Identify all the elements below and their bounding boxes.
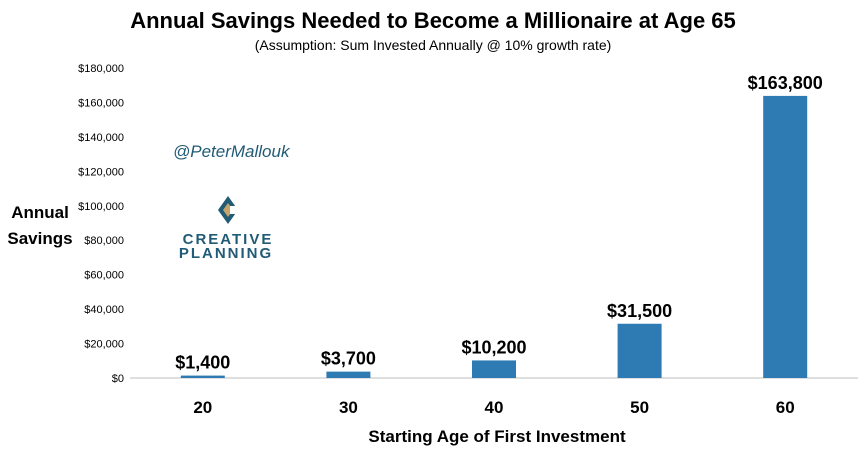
chart-title: Annual Savings Needed to Become a Millio… — [130, 8, 736, 33]
bar — [180, 375, 225, 378]
data-label: $31,500 — [607, 301, 672, 321]
data-label: $3,700 — [321, 349, 376, 369]
x-tick-label: 60 — [776, 398, 795, 417]
x-axis-ticks: 20 30 40 50 60 — [193, 398, 794, 417]
y-tick-label: $160,000 — [78, 97, 124, 109]
y-axis-title-line2: Savings — [7, 229, 72, 248]
x-tick-label: 30 — [339, 398, 358, 417]
data-label: $10,200 — [461, 337, 526, 357]
logo-text-line1: CREATIVE — [183, 231, 274, 248]
x-tick-label: 50 — [630, 398, 649, 417]
bar — [472, 360, 516, 378]
y-tick-label: $80,000 — [84, 235, 124, 247]
bar — [763, 95, 808, 379]
data-labels: $1,400 $3,700 $10,200 $31,500 $163,800 — [175, 73, 822, 373]
creative-planning-logo: CREATIVE PLANNING — [179, 196, 274, 262]
data-label: $1,400 — [175, 353, 230, 373]
data-label: $163,800 — [748, 73, 823, 93]
bars — [180, 95, 808, 379]
y-tick-label: $60,000 — [84, 270, 124, 282]
y-tick-label: $140,000 — [78, 132, 124, 144]
logo-mark-cut — [230, 206, 240, 214]
x-tick-label: 40 — [485, 398, 504, 417]
y-tick-label: $20,000 — [84, 339, 124, 351]
x-axis-title: Starting Age of First Investment — [368, 427, 626, 446]
y-axis-ticks: $0 $20,000 $40,000 $60,000 $80,000 $100,000 $1… — [78, 63, 124, 385]
watermark-handle: @PeterMallouk — [173, 142, 291, 161]
bar — [326, 371, 371, 378]
y-tick-label: $180,000 — [78, 63, 124, 75]
y-tick-label: $120,000 — [78, 166, 124, 178]
logo-text-line2: PLANNING — [179, 245, 273, 262]
x-tick-label: 20 — [193, 398, 212, 417]
y-tick-label: $40,000 — [84, 304, 124, 316]
bar — [617, 323, 662, 378]
y-tick-label: $0 — [112, 373, 124, 385]
chart-subtitle: (Assumption: Sum Invested Annually @ 10%… — [255, 37, 612, 53]
y-tick-label: $100,000 — [78, 201, 124, 213]
y-axis-title-line1: Annual — [11, 203, 69, 222]
